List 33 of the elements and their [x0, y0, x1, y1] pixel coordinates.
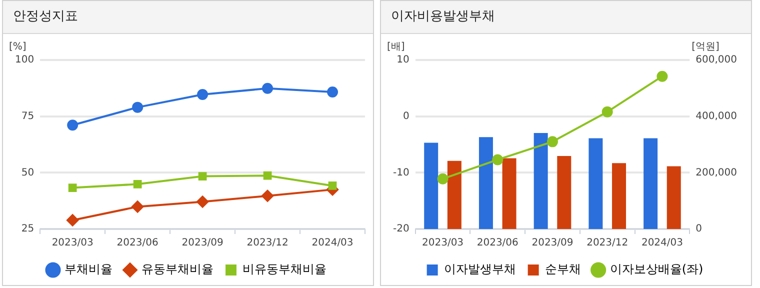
x-tick-label: 2024/03	[641, 238, 683, 249]
legend-label: 유동부채비율	[142, 262, 214, 276]
chart-title: 이자비용발생부채	[381, 1, 751, 34]
x-tick-label: 2023/03	[52, 238, 94, 249]
chart-title: 안정성지표	[3, 1, 373, 34]
y-axis-title: [%]	[9, 42, 26, 53]
y-tick-label: 75	[21, 110, 34, 122]
y2-tick-label: 200,000	[696, 167, 738, 178]
y2-axis-title: [억원]	[692, 42, 720, 53]
legend-label: 순부채	[544, 262, 581, 276]
legend-label: 부채비율	[64, 262, 112, 276]
legend-label: 이자보상배율(좌)	[610, 262, 704, 276]
legend-label: 비유동부채비율	[242, 262, 326, 276]
y2-tick-label: 600,000	[696, 54, 738, 66]
x-tick-label: 2023/06	[476, 238, 518, 249]
x-tick-label: 2024/03	[312, 238, 354, 249]
x-tick-label: 2023/12	[246, 238, 288, 249]
x-tick-label: 2023/09	[182, 238, 224, 249]
y-axis-title: [배]	[387, 42, 405, 53]
y-tick-label: 100	[14, 54, 34, 66]
y-tick-label: -10	[392, 167, 410, 178]
y-tick-label: 50	[21, 167, 34, 178]
y-tick-label: 0	[402, 110, 410, 122]
y-tick-label: 25	[21, 224, 34, 235]
y2-tick-label: 0	[696, 224, 702, 235]
x-tick-label: 2023/03	[422, 238, 464, 249]
y-tick-label: 10	[396, 54, 410, 66]
x-tick-label: 2023/12	[586, 238, 628, 249]
legend-label: 이자발생부채	[444, 262, 516, 276]
y-tick-label: -20	[392, 224, 410, 235]
x-tick-label: 2023/09	[532, 238, 574, 249]
y2-tick-label: 400,000	[696, 110, 738, 122]
x-tick-label: 2023/06	[116, 238, 158, 249]
